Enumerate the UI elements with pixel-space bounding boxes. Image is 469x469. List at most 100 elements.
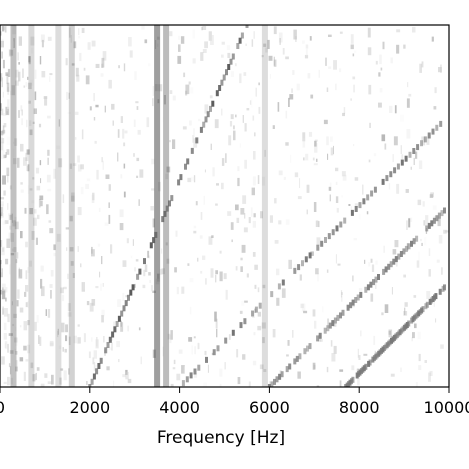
sweep-point: [431, 128, 435, 135]
texture-cell: [2, 26, 6, 30]
texture-cell: [1, 283, 6, 291]
sweep-point: [170, 195, 174, 202]
texture-cell: [61, 294, 65, 302]
texture-cell: [7, 87, 9, 95]
texture-cell: [166, 166, 171, 173]
texture-cell: [350, 44, 354, 50]
texture-cell: [91, 40, 96, 47]
texture-cell: [159, 268, 163, 275]
texture-cell: [77, 324, 80, 327]
sweep-point: [370, 190, 374, 197]
texture-cell: [47, 115, 51, 119]
x-tick-label: 2000: [69, 398, 110, 417]
sweep-point: [92, 373, 96, 380]
sweep-point: [195, 137, 199, 144]
sweep-point: [351, 299, 355, 306]
texture-cell: [226, 45, 231, 50]
texture-cell: [306, 209, 308, 215]
texture-cell: [278, 220, 282, 225]
texture-cell: [30, 36, 35, 46]
texture-cell: [9, 366, 12, 375]
texture-cell: [140, 356, 142, 365]
texture-cell: [306, 184, 310, 193]
texture-cell: [8, 215, 10, 221]
texture-cell: [342, 112, 345, 117]
texture-cell: [305, 44, 309, 49]
texture-cell: [384, 304, 389, 313]
texture-cell: [381, 312, 384, 316]
sweep-point: [425, 301, 429, 308]
texture-cell: [85, 75, 90, 85]
texture-cell: [357, 348, 359, 358]
texture-cell: [118, 359, 120, 363]
texture-cell: [419, 63, 422, 73]
texture-cell: [223, 273, 227, 280]
texture-cell: [157, 99, 160, 104]
texture-cell: [0, 260, 2, 265]
texture-cell: [441, 267, 443, 275]
texture-cell: [288, 259, 292, 269]
texture-cell: [242, 195, 247, 204]
texture-cell: [225, 289, 228, 300]
texture-cell: [253, 213, 256, 218]
texture-cell: [202, 26, 207, 30]
texture-cell: [6, 136, 11, 145]
texture-cell: [62, 347, 64, 352]
texture-cell: [318, 221, 320, 228]
texture-cell: [53, 252, 56, 257]
texture-cell: [25, 82, 28, 87]
sweep-point: [117, 315, 121, 322]
texture-cell: [19, 325, 22, 328]
texture-cell: [75, 67, 79, 77]
texture-cell: [380, 67, 383, 71]
sweep-point: [111, 331, 115, 338]
texture-cell: [258, 82, 260, 86]
texture-cell: [67, 303, 71, 312]
texture-cell: [400, 114, 404, 122]
texture-cell: [118, 65, 120, 69]
texture-cell: [257, 325, 262, 331]
texture-cell: [406, 98, 410, 108]
texture-cell: [188, 337, 193, 342]
texture-cell: [183, 366, 185, 374]
texture-cell: [262, 337, 265, 344]
texture-cell: [278, 170, 283, 176]
texture-cell: [116, 341, 120, 348]
texture-cell: [67, 273, 69, 279]
texture-cell: [41, 39, 44, 48]
sweep-point: [285, 366, 289, 373]
texture-cell: [108, 79, 112, 89]
texture-cell: [23, 345, 27, 351]
texture-cell: [1, 38, 4, 42]
texture-cell: [330, 136, 333, 142]
texture-cell: [263, 369, 267, 372]
sweep-point: [301, 260, 304, 267]
texture-cell: [368, 159, 371, 163]
sweep-point: [373, 186, 377, 193]
texture-cell: [93, 350, 97, 359]
texture-cell: [367, 27, 371, 38]
texture-cell: [166, 258, 170, 264]
sweep-point: [339, 221, 343, 228]
texture-cell: [31, 231, 35, 240]
texture-cell: [101, 157, 103, 163]
texture-cell: [371, 264, 375, 272]
texture-cell: [403, 274, 406, 278]
texture-cell: [170, 383, 174, 387]
texture-cell: [8, 333, 13, 336]
texture-cell: [150, 206, 154, 211]
texture-cell: [252, 176, 256, 186]
texture-cell: [91, 299, 96, 306]
texture-cell: [400, 367, 402, 372]
texture-cell: [120, 320, 122, 327]
texture-cell: [9, 225, 12, 230]
texture-cell: [420, 238, 422, 242]
texture-cell: [400, 145, 402, 154]
texture-cell: [24, 291, 27, 297]
texture-cell: [230, 222, 234, 230]
sweep-point: [209, 105, 212, 112]
texture-cell: [5, 297, 7, 302]
texture-cell: [120, 116, 123, 123]
texture-cell: [14, 337, 18, 343]
texture-cell: [233, 125, 235, 130]
